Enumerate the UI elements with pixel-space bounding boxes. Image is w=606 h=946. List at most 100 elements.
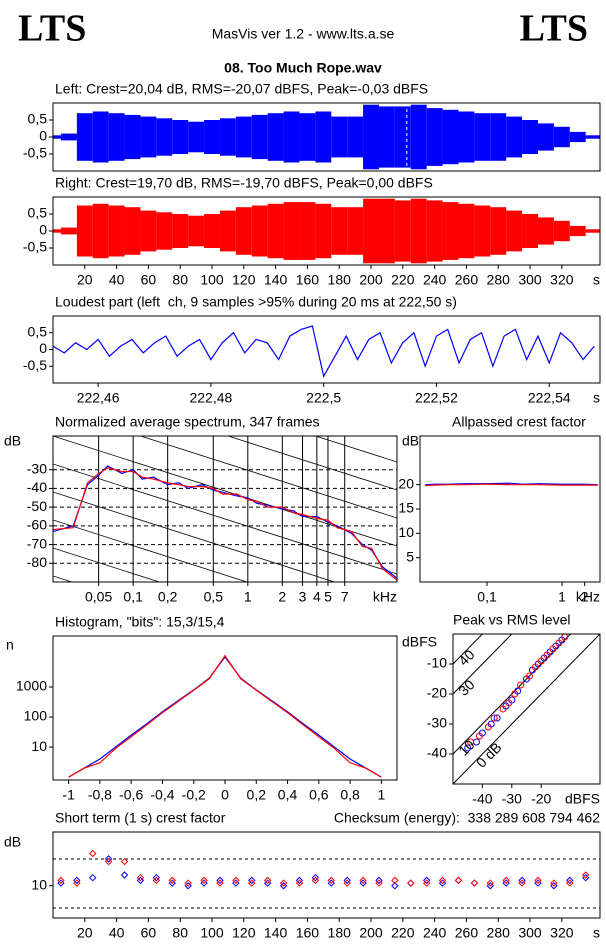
chart-title: Normalized average spectrum, 347 frames bbox=[55, 414, 320, 430]
waveform-bar bbox=[140, 210, 157, 252]
point bbox=[343, 876, 351, 885]
waveform-bar bbox=[299, 202, 316, 260]
logo-right: LTS bbox=[520, 8, 588, 50]
point bbox=[464, 744, 472, 752]
point bbox=[438, 876, 447, 885]
point bbox=[279, 879, 288, 887]
plot-area bbox=[53, 436, 397, 742]
x-tick-label: -1 bbox=[62, 787, 75, 803]
x-tick-label: 0,5 bbox=[204, 589, 224, 605]
point bbox=[484, 723, 492, 731]
waveform-bar bbox=[331, 207, 348, 255]
x-tick-label: 5 bbox=[324, 589, 332, 605]
x-tick-label: 1 bbox=[377, 787, 385, 803]
point bbox=[232, 876, 240, 885]
x-tick-label: 240 bbox=[423, 272, 447, 288]
slope-line bbox=[53, 632, 397, 742]
y-tick-label: -0,5 bbox=[23, 145, 47, 161]
waveform-bar bbox=[426, 200, 443, 262]
point bbox=[499, 705, 507, 713]
waveform-bar bbox=[283, 202, 300, 260]
y-tick-label: 100 bbox=[24, 708, 48, 724]
waveform-bar bbox=[458, 111, 475, 163]
plot-area bbox=[53, 103, 600, 171]
waveform-bar bbox=[92, 111, 109, 163]
x-tick-label: 300 bbox=[518, 272, 542, 288]
x-tick-label: 0,4 bbox=[278, 787, 298, 803]
y-tick-label: 0 bbox=[39, 340, 47, 356]
crest-line bbox=[453, 634, 572, 755]
point bbox=[422, 876, 431, 885]
crest-line-label: 40 bbox=[455, 646, 477, 668]
x-tick-label: 0,05 bbox=[85, 589, 112, 605]
point bbox=[550, 879, 558, 887]
waveform-bar bbox=[522, 214, 538, 248]
point bbox=[534, 876, 542, 885]
waveform-bar bbox=[537, 217, 554, 245]
waveform-bar bbox=[156, 118, 173, 156]
x-tick-label: 220 bbox=[391, 925, 415, 941]
series-line bbox=[53, 465, 397, 579]
waveform-bar bbox=[140, 116, 157, 158]
x-tick-label: 140 bbox=[264, 272, 288, 288]
waveform-bar bbox=[394, 106, 411, 168]
point bbox=[490, 714, 498, 722]
waveform-bar bbox=[331, 116, 348, 158]
waveform-bar bbox=[347, 116, 364, 158]
x-tick-label: 2 bbox=[278, 589, 286, 605]
crest-line bbox=[453, 634, 600, 784]
x-axis-label: kHz bbox=[576, 589, 600, 605]
point bbox=[216, 879, 224, 887]
x-tick-label: 120 bbox=[232, 925, 256, 941]
x-axis-label: s bbox=[593, 390, 600, 406]
y-axis-label: n bbox=[6, 637, 14, 653]
slope-line bbox=[53, 491, 336, 582]
x-tick-label: 222,5 bbox=[306, 390, 341, 406]
point bbox=[89, 849, 97, 858]
point bbox=[248, 879, 256, 887]
plot-area bbox=[425, 482, 598, 487]
waveform-bar bbox=[60, 133, 77, 141]
waveform-bar bbox=[283, 111, 300, 163]
waveform-bar bbox=[378, 198, 395, 264]
x-tick-label: 0,6 bbox=[309, 787, 329, 803]
waveform-bar bbox=[506, 210, 523, 252]
point bbox=[391, 882, 399, 890]
x-tick-label: 100 bbox=[200, 925, 224, 941]
plot-frame bbox=[52, 102, 601, 172]
plot-area bbox=[453, 634, 600, 784]
waveform-bar bbox=[474, 205, 491, 257]
point bbox=[104, 857, 113, 866]
y-tick-label: -20 bbox=[427, 685, 447, 701]
point bbox=[502, 876, 510, 885]
point bbox=[311, 873, 320, 882]
y-axis-label: dB bbox=[4, 433, 21, 449]
point bbox=[505, 699, 513, 707]
point bbox=[511, 690, 519, 698]
point bbox=[555, 639, 563, 647]
series-line bbox=[425, 482, 598, 486]
waveform-bar bbox=[378, 106, 395, 168]
waveform-bar bbox=[569, 225, 586, 237]
waveform-bar bbox=[219, 210, 236, 252]
waveform-bar bbox=[235, 207, 252, 255]
point bbox=[518, 879, 526, 887]
x-tick-label: 300 bbox=[518, 925, 542, 941]
y-tick-label: 5 bbox=[406, 548, 414, 564]
series-line bbox=[53, 467, 397, 581]
x-tick-label: 160 bbox=[296, 925, 320, 941]
point bbox=[549, 645, 557, 653]
point bbox=[89, 873, 97, 882]
point bbox=[104, 855, 113, 863]
point bbox=[454, 876, 463, 885]
point bbox=[467, 738, 475, 746]
point bbox=[136, 873, 145, 882]
x-axis-label: dBFS bbox=[565, 791, 600, 807]
waveform-bar bbox=[172, 120, 189, 154]
point bbox=[248, 876, 256, 885]
point bbox=[311, 876, 320, 885]
waveform-bar bbox=[188, 121, 205, 153]
point bbox=[327, 876, 335, 885]
waveform-bar bbox=[585, 135, 600, 139]
y-tick-label: -0,5 bbox=[23, 239, 47, 255]
